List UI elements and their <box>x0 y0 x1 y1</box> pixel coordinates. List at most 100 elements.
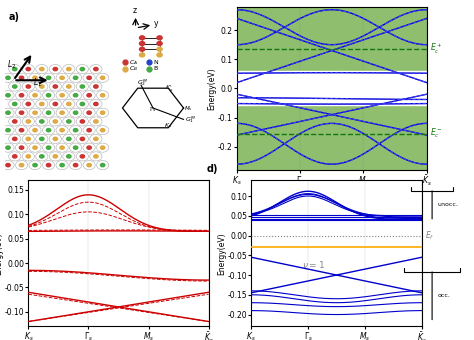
Circle shape <box>2 143 14 152</box>
Circle shape <box>60 164 64 167</box>
Circle shape <box>43 108 55 117</box>
Text: $E_f$: $E_f$ <box>425 229 435 242</box>
Circle shape <box>36 134 48 143</box>
Circle shape <box>36 65 48 74</box>
Circle shape <box>94 137 98 140</box>
Circle shape <box>6 164 10 167</box>
Circle shape <box>26 120 30 123</box>
Circle shape <box>13 85 17 88</box>
Circle shape <box>100 94 105 97</box>
Circle shape <box>33 129 37 132</box>
Circle shape <box>22 82 35 91</box>
Circle shape <box>63 134 75 143</box>
Circle shape <box>100 129 105 132</box>
Circle shape <box>94 85 98 88</box>
Circle shape <box>76 152 89 161</box>
Circle shape <box>63 82 75 91</box>
Y-axis label: Energy(eV): Energy(eV) <box>217 232 226 275</box>
Circle shape <box>83 91 95 100</box>
Circle shape <box>22 134 35 143</box>
Circle shape <box>80 85 84 88</box>
Text: a): a) <box>9 12 20 22</box>
Circle shape <box>40 102 44 106</box>
Circle shape <box>29 73 41 82</box>
Circle shape <box>90 99 102 108</box>
Circle shape <box>63 99 75 108</box>
Circle shape <box>70 143 82 152</box>
Circle shape <box>60 76 64 80</box>
Circle shape <box>49 82 62 91</box>
Circle shape <box>13 137 17 140</box>
Circle shape <box>36 117 48 126</box>
Circle shape <box>36 82 48 91</box>
Text: $K_s$: $K_s$ <box>164 121 173 130</box>
Circle shape <box>46 94 51 97</box>
Circle shape <box>19 129 24 132</box>
Circle shape <box>2 160 14 170</box>
Circle shape <box>56 160 68 170</box>
Circle shape <box>2 125 14 135</box>
Circle shape <box>46 164 51 167</box>
Circle shape <box>70 160 82 170</box>
Circle shape <box>40 85 44 88</box>
Circle shape <box>100 146 105 149</box>
Circle shape <box>139 53 145 57</box>
Circle shape <box>43 125 55 135</box>
Circle shape <box>13 120 17 123</box>
Circle shape <box>13 67 17 71</box>
Circle shape <box>80 155 84 158</box>
Circle shape <box>26 155 30 158</box>
Circle shape <box>157 36 162 40</box>
Circle shape <box>83 160 95 170</box>
Circle shape <box>94 155 98 158</box>
Bar <box>237 71 427 75</box>
Circle shape <box>67 155 71 158</box>
Circle shape <box>90 134 102 143</box>
Circle shape <box>6 111 10 114</box>
Circle shape <box>19 111 24 114</box>
Circle shape <box>90 65 102 74</box>
Circle shape <box>40 120 44 123</box>
Circle shape <box>100 111 105 114</box>
Circle shape <box>22 152 35 161</box>
Circle shape <box>16 125 27 135</box>
Circle shape <box>33 76 37 80</box>
Circle shape <box>67 85 71 88</box>
Circle shape <box>53 137 57 140</box>
Text: $L_1$: $L_1$ <box>33 77 42 89</box>
Circle shape <box>76 82 89 91</box>
Circle shape <box>49 134 62 143</box>
Circle shape <box>26 85 30 88</box>
Circle shape <box>73 94 78 97</box>
Circle shape <box>80 102 84 106</box>
Bar <box>237 75 427 101</box>
Circle shape <box>87 111 91 114</box>
Circle shape <box>60 111 64 114</box>
Circle shape <box>87 146 91 149</box>
Circle shape <box>16 108 27 117</box>
Circle shape <box>46 146 51 149</box>
Text: $\Gamma_s$: $\Gamma_s$ <box>149 105 157 114</box>
Circle shape <box>56 73 68 82</box>
Text: $K_s'$: $K_s'$ <box>165 84 173 94</box>
Circle shape <box>49 65 62 74</box>
Text: $M_s$: $M_s$ <box>184 104 192 113</box>
Circle shape <box>73 76 78 80</box>
Circle shape <box>80 137 84 140</box>
Circle shape <box>67 67 71 71</box>
Text: unocc.: unocc. <box>437 202 458 207</box>
Circle shape <box>63 65 75 74</box>
Text: $E_c^+$: $E_c^+$ <box>430 42 443 56</box>
Circle shape <box>76 117 89 126</box>
Circle shape <box>80 120 84 123</box>
Circle shape <box>67 120 71 123</box>
Circle shape <box>90 82 102 91</box>
Circle shape <box>49 99 62 108</box>
Circle shape <box>67 137 71 140</box>
Circle shape <box>63 117 75 126</box>
Circle shape <box>94 120 98 123</box>
Circle shape <box>19 94 24 97</box>
Circle shape <box>26 137 30 140</box>
Circle shape <box>16 143 27 152</box>
Circle shape <box>40 137 44 140</box>
